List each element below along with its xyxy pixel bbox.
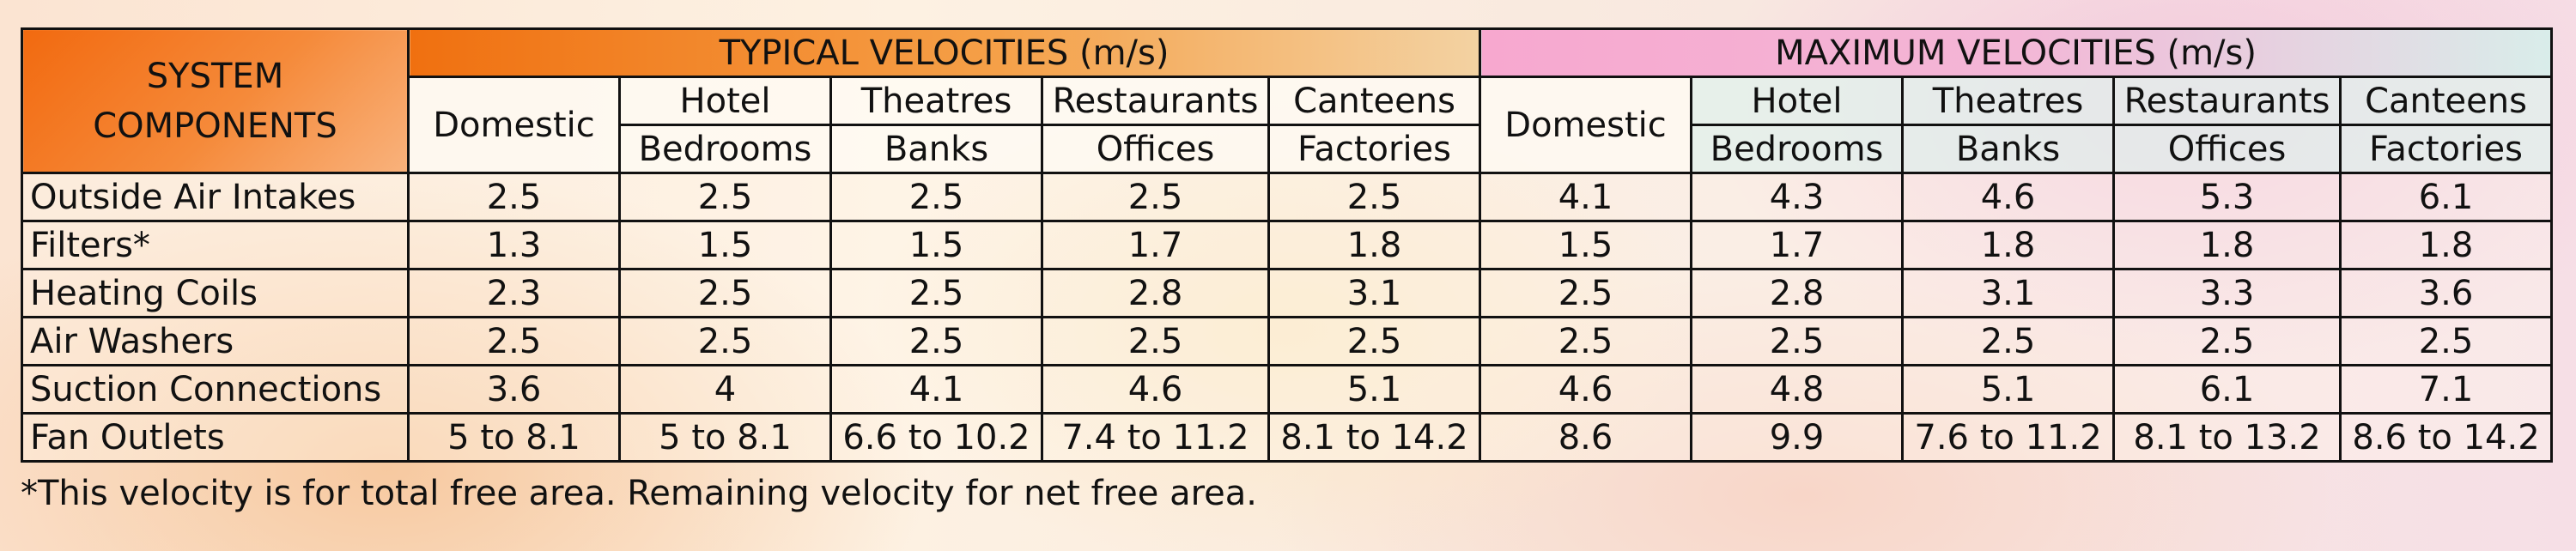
typical-value-cell: 5.1 xyxy=(1267,364,1482,415)
column-header-canteens-maximum: Canteens xyxy=(2339,76,2554,126)
typical-value-cell: 2.5 xyxy=(407,316,621,366)
table-row: Fan Outlets 5 to 8.1 5 to 8.1 6.6 to 10.… xyxy=(21,412,2554,463)
typical-value-cell: 2.5 xyxy=(1267,316,1482,366)
column-subheader-banks-maximum: Banks xyxy=(1901,124,2116,174)
row-label: Outside Air Intakes xyxy=(21,172,410,222)
typical-value-cell: 2.5 xyxy=(1041,316,1270,366)
typical-value-cell: 2.5 xyxy=(829,268,1043,318)
maximum-value-cell: 6.1 xyxy=(2339,172,2554,222)
typical-value-cell: 1.5 xyxy=(618,220,832,270)
maximum-value-cell: 8.6 to 14.2 xyxy=(2339,412,2554,463)
row-label: Suction Connections xyxy=(21,364,410,415)
maximum-value-cell: 1.7 xyxy=(1690,220,1905,270)
table-row: Heating Coils 2.3 2.5 2.5 2.8 3.1 2.5 2.… xyxy=(21,268,2554,318)
typical-value-cell: 8.1 to 14.2 xyxy=(1267,412,1482,463)
maximum-value-cell: 3.6 xyxy=(2339,268,2554,318)
column-header-domestic-maximum: Domestic xyxy=(1479,76,1693,174)
typical-value-cell: 1.8 xyxy=(1267,220,1482,270)
typical-value-cell: 6.6 to 10.2 xyxy=(829,412,1043,463)
typical-value-cell: 5 to 8.1 xyxy=(618,412,832,463)
column-subheader-factories-typical: Factories xyxy=(1267,124,1482,174)
maximum-value-cell: 5.3 xyxy=(2112,172,2342,222)
maximum-value-cell: 2.5 xyxy=(2339,316,2554,366)
typical-value-cell: 7.4 to 11.2 xyxy=(1041,412,1270,463)
column-subheader-offices-maximum: Offices xyxy=(2112,124,2342,174)
typical-value-cell: 2.5 xyxy=(407,172,621,222)
maximum-value-cell: 2.5 xyxy=(1901,316,2116,366)
typical-value-cell: 4.1 xyxy=(829,364,1043,415)
typical-value-cell: 4.6 xyxy=(1041,364,1270,415)
column-header-theatres-maximum: Theatres xyxy=(1901,76,2116,126)
typical-value-cell: 3.6 xyxy=(407,364,621,415)
maximum-velocities-header: MAXIMUM VELOCITIES (m/s) xyxy=(1479,27,2554,78)
maximum-value-cell: 2.5 xyxy=(1479,268,1693,318)
typical-velocities-header: TYPICAL VELOCITIES (m/s) xyxy=(406,27,1482,78)
column-subheader-bedrooms-typical: Bedrooms xyxy=(618,124,832,174)
maximum-value-cell: 2.5 xyxy=(1690,316,1905,366)
system-components-line2: COMPONENTS xyxy=(93,106,337,146)
row-label: Heating Coils xyxy=(21,268,410,318)
typical-value-cell: 2.8 xyxy=(1041,268,1270,318)
maximum-value-cell: 8.1 to 13.2 xyxy=(2112,412,2342,463)
table-row: Outside Air Intakes 2.5 2.5 2.5 2.5 2.5 … xyxy=(21,172,2554,222)
maximum-value-cell: 4.8 xyxy=(1690,364,1905,415)
maximum-value-cell: 1.8 xyxy=(1901,220,2116,270)
maximum-value-cell: 6.1 xyxy=(2112,364,2342,415)
column-header-restaurants-maximum: Restaurants xyxy=(2112,76,2342,126)
typical-value-cell: 2.5 xyxy=(618,316,832,366)
typical-value-cell: 2.5 xyxy=(829,172,1043,222)
velocity-table: SYSTEM COMPONENTS TYPICAL VELOCITIES (m/… xyxy=(21,27,2554,463)
column-header-theatres-typical: Theatres xyxy=(829,76,1043,126)
column-subheader-offices-typical: Offices xyxy=(1041,124,1270,174)
typical-value-cell: 2.5 xyxy=(618,268,832,318)
typical-value-cell: 4 xyxy=(618,364,832,415)
table-row: Suction Connections 3.6 4 4.1 4.6 5.1 4.… xyxy=(21,364,2554,415)
typical-value-cell: 2.5 xyxy=(618,172,832,222)
row-label: Air Washers xyxy=(21,316,410,366)
maximum-value-cell: 4.6 xyxy=(1479,364,1693,415)
system-components-line1: SYSTEM xyxy=(146,56,284,96)
column-subheader-bedrooms-maximum: Bedrooms xyxy=(1690,124,1905,174)
maximum-value-cell: 2.5 xyxy=(2112,316,2342,366)
column-subheader-banks-typical: Banks xyxy=(829,124,1043,174)
typical-value-cell: 1.7 xyxy=(1041,220,1270,270)
system-components-header: SYSTEM COMPONENTS xyxy=(21,27,410,174)
column-header-restaurants-typical: Restaurants xyxy=(1041,76,1270,126)
row-label: Fan Outlets xyxy=(21,412,410,463)
maximum-value-cell: 3.1 xyxy=(1901,268,2116,318)
typical-value-cell: 1.5 xyxy=(829,220,1043,270)
footnote: *This velocity is for total free area. R… xyxy=(21,474,1257,513)
maximum-value-cell: 9.9 xyxy=(1690,412,1905,463)
maximum-value-cell: 1.8 xyxy=(2339,220,2554,270)
typical-value-cell: 2.5 xyxy=(1267,172,1482,222)
maximum-value-cell: 4.3 xyxy=(1690,172,1905,222)
maximum-value-cell: 3.3 xyxy=(2112,268,2342,318)
maximum-value-cell: 4.6 xyxy=(1901,172,2116,222)
typical-value-cell: 2.3 xyxy=(407,268,621,318)
maximum-value-cell: 1.8 xyxy=(2112,220,2342,270)
typical-value-cell: 2.5 xyxy=(1041,172,1270,222)
maximum-value-cell: 8.6 xyxy=(1479,412,1693,463)
column-header-hotel-maximum: Hotel xyxy=(1690,76,1905,126)
table-row: Air Washers 2.5 2.5 2.5 2.5 2.5 2.5 2.5 … xyxy=(21,316,2554,366)
maximum-value-cell: 7.6 to 11.2 xyxy=(1901,412,2116,463)
maximum-value-cell: 1.5 xyxy=(1479,220,1693,270)
typical-value-cell: 2.5 xyxy=(829,316,1043,366)
typical-value-cell: 3.1 xyxy=(1267,268,1482,318)
column-subheader-factories-maximum: Factories xyxy=(2339,124,2554,174)
column-header-canteens-typical: Canteens xyxy=(1267,76,1482,126)
typical-value-cell: 5 to 8.1 xyxy=(407,412,621,463)
maximum-value-cell: 4.1 xyxy=(1479,172,1693,222)
table-row: Filters* 1.3 1.5 1.5 1.7 1.8 1.5 1.7 1.8… xyxy=(21,220,2554,270)
maximum-value-cell: 2.8 xyxy=(1690,268,1905,318)
column-header-hotel-typical: Hotel xyxy=(618,76,832,126)
column-header-domestic-typical: Domestic xyxy=(407,76,621,174)
row-label: Filters* xyxy=(21,220,410,270)
maximum-value-cell: 7.1 xyxy=(2339,364,2554,415)
maximum-value-cell: 5.1 xyxy=(1901,364,2116,415)
typical-value-cell: 1.3 xyxy=(407,220,621,270)
maximum-value-cell: 2.5 xyxy=(1479,316,1693,366)
